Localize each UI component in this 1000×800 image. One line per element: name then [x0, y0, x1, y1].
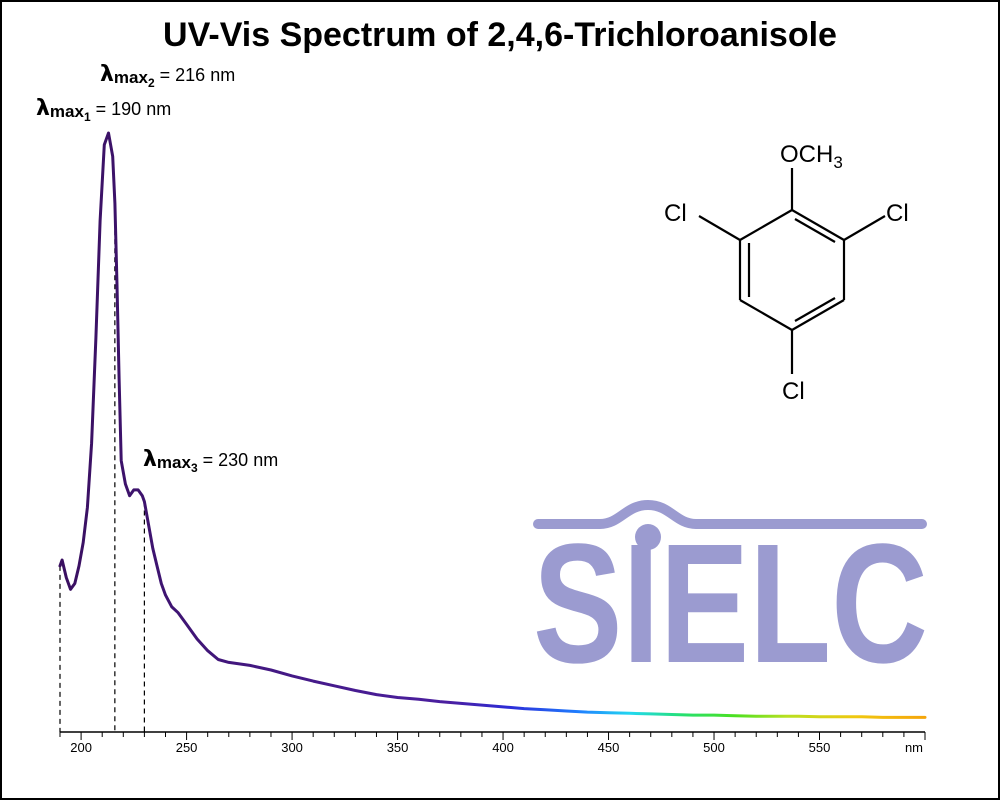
chlorine-right-label: Cl: [886, 200, 909, 227]
x-tick-label: 350: [387, 740, 409, 755]
peak-annotation: λmax3 = 230 nm: [143, 447, 278, 475]
spectrum-line: [58, 131, 927, 719]
logo-dot: [635, 524, 661, 550]
chart-title: UV-Vis Spectrum of 2,4,6-Trichloroanisol…: [163, 16, 837, 54]
chlorine-bottom-label: Cl: [782, 378, 805, 405]
substituent-bond: [698, 215, 741, 241]
ring-inner-bond: [794, 218, 836, 243]
chlorine-left-label: Cl: [664, 200, 687, 227]
x-tick-label: 400: [492, 740, 514, 755]
x-tick-label: 200: [70, 740, 92, 755]
ring-bond: [791, 209, 845, 241]
x-unit-label: nm: [905, 740, 923, 755]
methoxy-label: OCH3: [780, 141, 843, 172]
ring-inner-bond: [794, 297, 836, 322]
peak-annotations: λmax1 = 190 nm λmax2 = 216 nm λmax3 = 230 …: [36, 62, 278, 475]
x-axis: 200 250 300 350 400 450 500 550 nm: [59, 731, 926, 755]
x-tick-label: 450: [598, 740, 620, 755]
x-tick-label: 550: [809, 740, 831, 755]
spectrum-series: [58, 131, 927, 719]
molecule-structure: [698, 168, 886, 374]
logo-text: SIELC: [533, 509, 928, 699]
x-tick-label: 500: [703, 740, 725, 755]
ring-bond: [791, 299, 845, 331]
peak-annotation: λmax2 = 216 nm: [100, 62, 235, 90]
peak-annotation: λmax1 = 190 nm: [36, 96, 171, 124]
logo-swoosh: [533, 499, 927, 529]
peak-marker-lines: [59, 203, 145, 732]
x-tick-label: 300: [281, 740, 303, 755]
ring-bond: [739, 299, 793, 331]
x-tick-label: 250: [176, 740, 198, 755]
ring-bond: [739, 209, 793, 241]
sielc-logo: SIELC: [533, 499, 928, 699]
substituent-bond: [843, 215, 886, 241]
